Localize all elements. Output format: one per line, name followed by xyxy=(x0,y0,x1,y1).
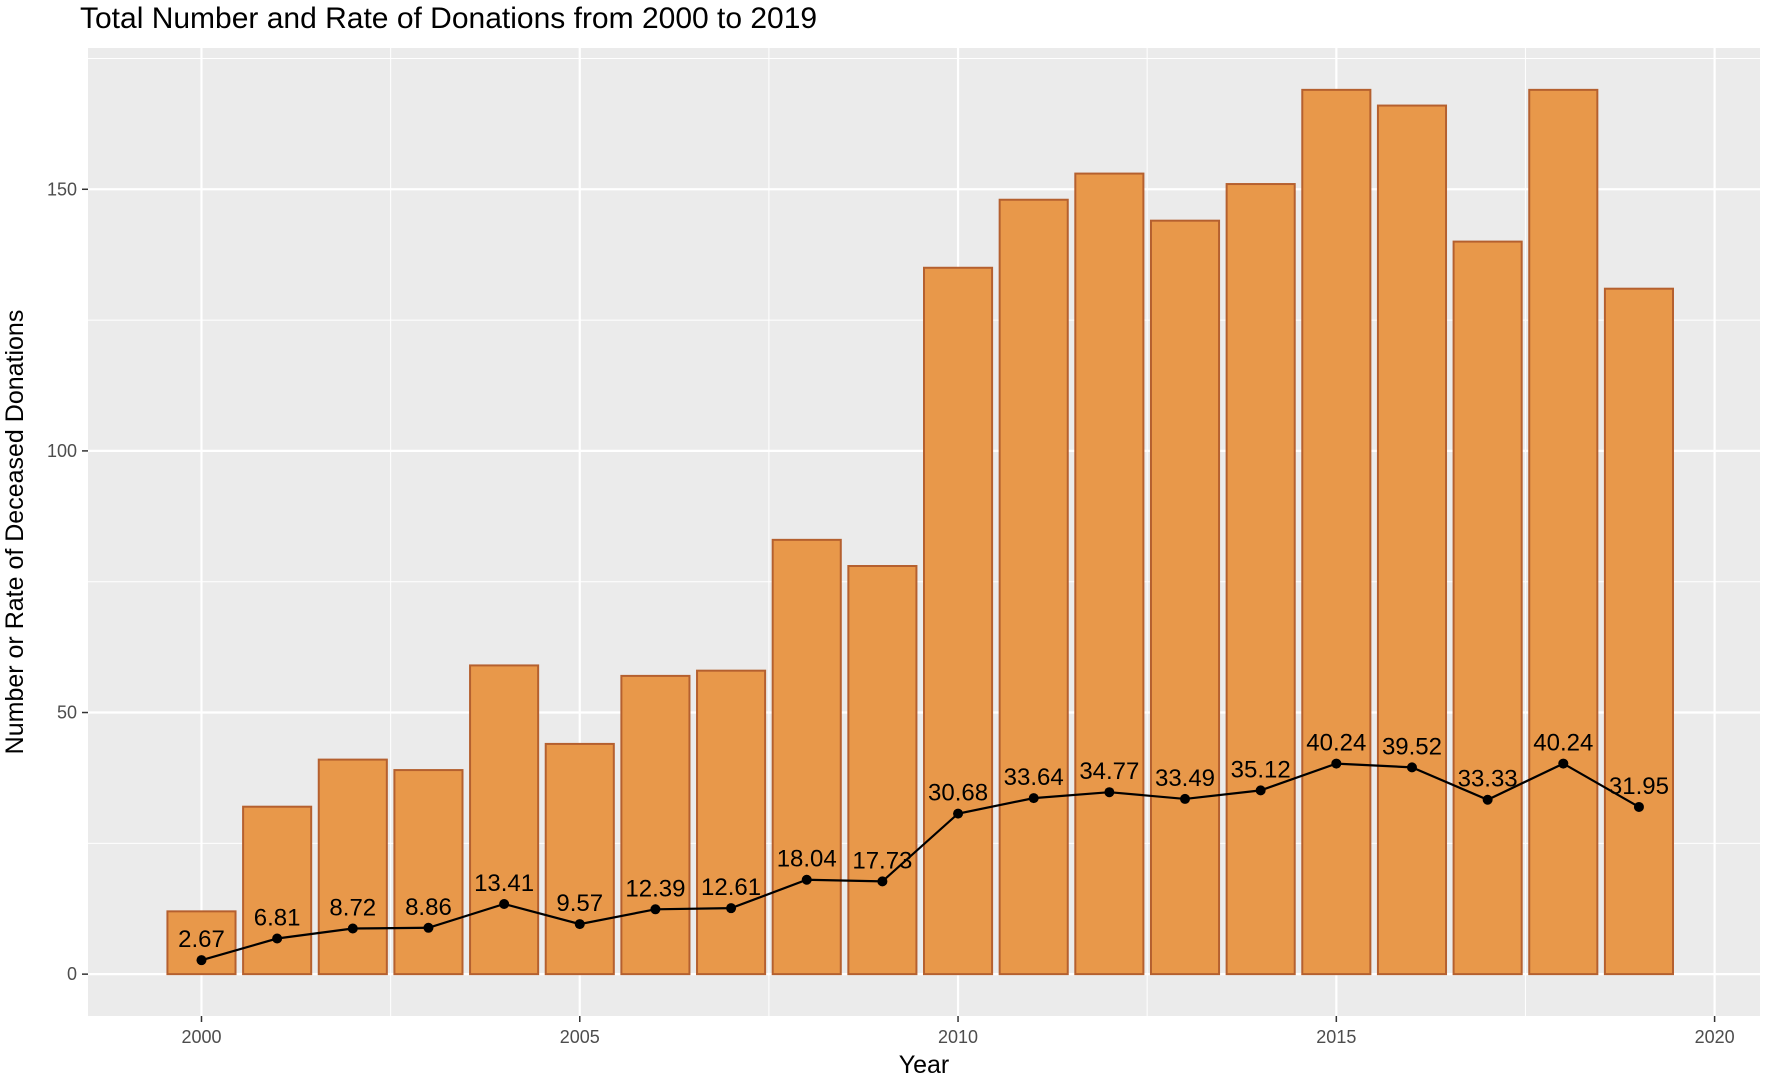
x-tick-label: 2005 xyxy=(560,1027,600,1047)
data-label-2003: 8.86 xyxy=(405,894,452,921)
bar-2008 xyxy=(771,538,842,976)
x-tick-label: 2010 xyxy=(938,1027,978,1047)
data-label-2019: 31.95 xyxy=(1609,773,1669,800)
bar-2016 xyxy=(1376,104,1448,976)
data-label-2004: 13.41 xyxy=(474,870,534,897)
data-label-2005: 9.57 xyxy=(556,890,603,917)
data-label-2011: 33.64 xyxy=(1004,764,1064,791)
bar-2002 xyxy=(317,758,388,976)
data-label-2017: 33.33 xyxy=(1458,766,1518,793)
rate-point-2012 xyxy=(1104,787,1115,798)
rate-point-2016 xyxy=(1406,762,1417,773)
bar-2019 xyxy=(1603,287,1674,976)
rate-point-2013 xyxy=(1180,793,1191,804)
bar-2011 xyxy=(998,198,1069,976)
bar-2003 xyxy=(393,769,464,976)
bar-2007 xyxy=(696,669,767,976)
points xyxy=(196,758,1644,966)
bar-2013 xyxy=(1149,219,1221,976)
bar-2017 xyxy=(1452,240,1523,976)
bar-2010 xyxy=(923,266,994,976)
rate-point-2009 xyxy=(877,876,888,887)
rate-point-2002 xyxy=(347,923,358,934)
rate-point-2007 xyxy=(726,903,737,914)
data-label-2015: 40.24 xyxy=(1306,730,1366,757)
rate-point-2001 xyxy=(272,933,283,944)
data-label-2006: 12.39 xyxy=(625,875,685,902)
data-labels: 2.67 6.81 8.72 8.86 13.41 9.57 12.39 12.61 18.04… xyxy=(178,730,1669,954)
rate-point-2014 xyxy=(1255,785,1266,796)
bar-2001 xyxy=(242,805,313,976)
data-label-2008: 18.04 xyxy=(777,846,837,873)
x-tick-label: 2015 xyxy=(1316,1027,1356,1047)
bars xyxy=(166,88,1674,976)
rate-line xyxy=(201,762,1640,962)
data-label-2018: 40.24 xyxy=(1533,730,1593,757)
rate-point-2018 xyxy=(1558,758,1569,769)
rate-point-2017 xyxy=(1482,794,1493,805)
bar-2015 xyxy=(1301,88,1372,976)
rate-point-2005 xyxy=(574,919,585,930)
data-label-2001: 6.81 xyxy=(254,905,301,932)
bar-2014 xyxy=(1225,183,1296,976)
y-tick-label: 50 xyxy=(57,703,77,723)
data-label-2000: 2.67 xyxy=(178,926,225,953)
rate-point-2008 xyxy=(801,874,812,885)
rate-point-2004 xyxy=(499,898,510,909)
rate-point-2019 xyxy=(1633,801,1644,812)
x-axis-title: Year xyxy=(899,1051,950,1076)
rate-point-2015 xyxy=(1331,758,1342,769)
rate-point-2000 xyxy=(196,955,207,966)
x-axis-ticks: 2000 2005 2010 2015 2020 xyxy=(181,1016,1735,1047)
y-tick-label: 100 xyxy=(47,441,77,461)
data-label-2013: 33.49 xyxy=(1155,765,1215,792)
rate-point-2010 xyxy=(953,808,964,819)
data-label-2010: 30.68 xyxy=(928,780,988,807)
rate-point-2006 xyxy=(650,904,661,915)
y-axis-ticks: 0 50 100 150 xyxy=(47,179,88,984)
data-label-2016: 39.52 xyxy=(1382,733,1442,760)
data-label-2007: 12.61 xyxy=(701,874,761,901)
x-tick-label: 2020 xyxy=(1695,1027,1735,1047)
data-label-2002: 8.72 xyxy=(329,895,376,922)
data-label-2009: 17.73 xyxy=(852,847,912,874)
data-label-2012: 34.77 xyxy=(1079,758,1139,785)
chart-title: Total Number and Rate of Donations from … xyxy=(80,2,817,35)
x-tick-label: 2000 xyxy=(181,1027,221,1047)
y-tick-label: 150 xyxy=(47,179,77,199)
y-tick-label: 0 xyxy=(67,964,77,984)
bar-2018 xyxy=(1528,88,1599,976)
bar-2004 xyxy=(469,664,540,976)
y-axis-title: Number or Rate of Deceased Donations xyxy=(1,310,29,755)
rate-point-2003 xyxy=(423,922,434,933)
bar-2005 xyxy=(544,742,615,976)
bar-2006 xyxy=(620,674,691,976)
bar-2012 xyxy=(1074,172,1145,976)
rate-line-group xyxy=(201,762,1640,962)
bar-2009 xyxy=(847,565,918,976)
rate-point-2011 xyxy=(1028,793,1039,804)
data-label-2014: 35.12 xyxy=(1231,756,1291,783)
